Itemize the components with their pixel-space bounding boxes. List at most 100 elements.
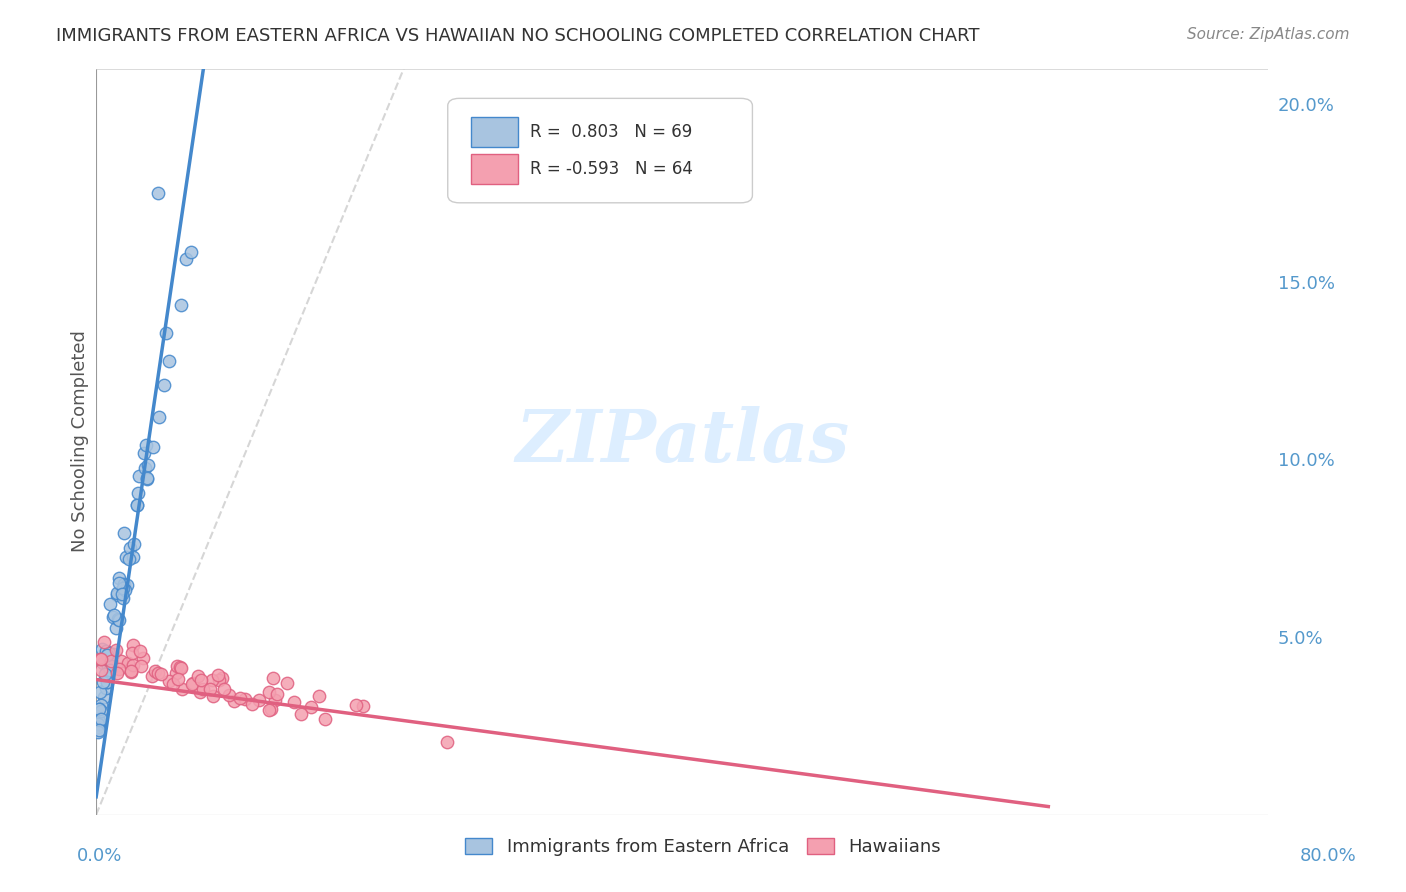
Point [93, 690, 115, 704]
Point [100, 659, 122, 673]
Point [112, 525, 135, 540]
Point [98, 646, 121, 660]
FancyBboxPatch shape [447, 98, 752, 202]
Bar [471, 117, 517, 147]
Point [93, 667, 115, 681]
Point [96, 681, 118, 695]
Point [118, 552, 141, 566]
Point [87, 723, 110, 738]
Point [290, 706, 312, 721]
Point [157, 674, 180, 689]
Point [190, 673, 212, 687]
Point [107, 575, 129, 590]
Point [188, 684, 211, 698]
Point [90, 652, 112, 666]
Point [107, 612, 129, 626]
Point [181, 675, 204, 690]
Point [122, 638, 145, 652]
Point [112, 591, 135, 606]
Point [96, 644, 118, 658]
Point [352, 698, 374, 713]
Point [166, 672, 188, 686]
Text: ZIPatlas: ZIPatlas [515, 406, 849, 477]
Point [127, 499, 149, 513]
Point [136, 458, 159, 473]
Point [97, 658, 120, 673]
Point [150, 667, 173, 681]
Point [86, 711, 108, 725]
Bar [471, 154, 517, 184]
Point [105, 588, 128, 602]
Point [105, 586, 128, 600]
Point [115, 577, 138, 591]
Point [91, 674, 114, 689]
Point [136, 470, 159, 484]
Point [153, 377, 176, 392]
Point [283, 695, 305, 709]
Point [142, 440, 165, 454]
Point [180, 677, 202, 691]
Point [120, 541, 142, 555]
Point [122, 549, 145, 564]
Text: R =  0.803   N = 69: R = 0.803 N = 69 [530, 123, 692, 141]
Point [87, 702, 110, 716]
Point [114, 582, 136, 597]
Point [91, 656, 114, 670]
Point [155, 326, 177, 340]
Point [169, 661, 191, 675]
Point [229, 691, 252, 706]
Point [111, 581, 134, 595]
Point [98, 597, 121, 611]
Point [198, 681, 221, 696]
Point [222, 694, 245, 708]
Point [211, 671, 233, 685]
Point [100, 663, 122, 677]
Point [96, 648, 118, 663]
Point [97, 659, 120, 673]
Point [208, 673, 231, 687]
Point [170, 681, 193, 696]
Point [100, 654, 122, 668]
Point [166, 658, 188, 673]
Point [122, 657, 145, 672]
Point [143, 664, 166, 678]
Text: Source: ZipAtlas.com: Source: ZipAtlas.com [1187, 27, 1350, 42]
Point [112, 576, 135, 591]
Point [89, 685, 111, 699]
Point [122, 537, 145, 551]
Point [162, 676, 184, 690]
Point [125, 498, 148, 512]
Point [90, 712, 112, 726]
Point [111, 586, 134, 600]
Point [201, 673, 224, 687]
Point [86, 717, 108, 731]
Point [90, 698, 112, 712]
Point [120, 665, 142, 679]
Point [174, 252, 197, 267]
Point [207, 667, 229, 681]
Point [146, 186, 169, 200]
Point [87, 701, 110, 715]
Point [127, 486, 149, 500]
Point [103, 610, 125, 624]
Point [240, 697, 263, 711]
Point [103, 608, 125, 623]
Point [132, 446, 155, 460]
Point [101, 647, 124, 661]
Point [266, 687, 288, 701]
Legend: Immigrants from Eastern Africa, Hawaiians: Immigrants from Eastern Africa, Hawaiian… [456, 829, 950, 865]
Point [108, 662, 131, 676]
Point [86, 725, 108, 739]
Point [180, 245, 202, 260]
Point [146, 665, 169, 680]
Point [128, 469, 150, 483]
Point [121, 646, 143, 660]
Point [299, 700, 322, 714]
Point [148, 410, 170, 425]
Point [262, 671, 284, 685]
Point [89, 652, 111, 666]
Point [218, 688, 240, 702]
Point [257, 703, 280, 717]
Text: IMMIGRANTS FROM EASTERN AFRICA VS HAWAIIAN NO SCHOOLING COMPLETED CORRELATION CH: IMMIGRANTS FROM EASTERN AFRICA VS HAWAII… [56, 27, 980, 45]
Point [202, 689, 225, 703]
